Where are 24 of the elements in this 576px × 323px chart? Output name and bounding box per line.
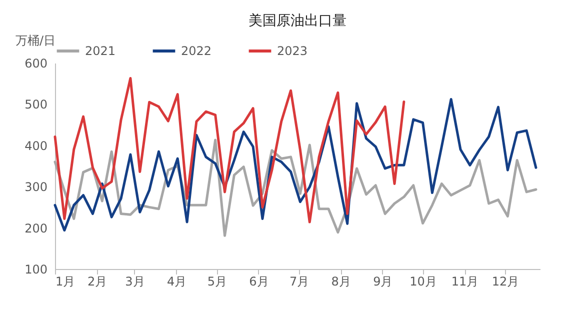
x-tick-label: 1月 (56, 274, 76, 288)
x-tick-label: 8月 (331, 274, 351, 288)
y-axis-title: 万桶/日 (16, 34, 56, 48)
y-tick-label: 500 (24, 98, 48, 112)
y-tick-label: 400 (24, 138, 48, 153)
x-tick-label: 4月 (166, 274, 187, 288)
x-tick-label: 2月 (87, 274, 108, 288)
x-tick-label: 7月 (290, 274, 310, 288)
line-series (54, 76, 406, 224)
y-tick-label: 300 (24, 180, 48, 194)
x-tick-label: 12月 (492, 274, 520, 288)
y-tick-label: 200 (24, 221, 48, 236)
x-tick-label: 5月 (207, 274, 227, 288)
x-tick-label: 9月 (373, 274, 393, 288)
x-tick-label: 11月 (451, 274, 479, 288)
y-tick-label: 100 (24, 262, 48, 276)
x-tick-label: 3月 (125, 274, 145, 288)
x-tick-label: 6月 (249, 274, 269, 288)
chart-title: 美国原油出口量 (248, 13, 346, 29)
legend-label: 2021 (85, 44, 116, 58)
legend-label: 2022 (181, 44, 212, 58)
x-tick-label: 10月 (410, 274, 437, 288)
legend-label: 2023 (277, 44, 308, 58)
y-tick-label: 600 (24, 56, 48, 70)
